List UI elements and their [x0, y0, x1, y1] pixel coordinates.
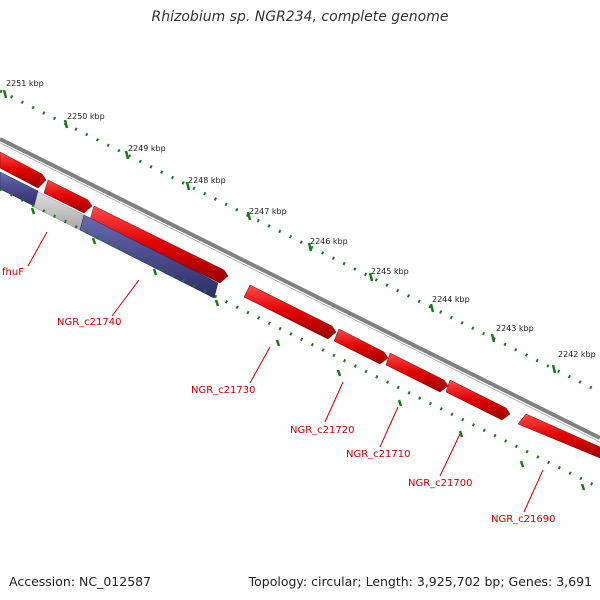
gene-arrow-red: [385, 352, 449, 393]
minor-tick-dots: [0, 89, 600, 394]
map-title: Rhizobium sp. NGR234, complete genome: [151, 9, 449, 25]
kbp-tick-label: 2249 kbp: [128, 144, 166, 153]
gene-label: NGR_c21690: [491, 514, 556, 525]
accession-text: Accession: NC_012587: [9, 574, 152, 589]
genome-summary-text: Topology: circular; Length: 3,925,702 bp…: [248, 574, 592, 589]
gene-arrow-red: [243, 284, 337, 340]
gene-label: fhuF: [2, 267, 24, 278]
outer-tick-ring: 2251 kbp 2250 kbp 2249 kbp 2248 kbp 2247…: [0, 79, 600, 394]
gene-label: NGR_c21730: [191, 385, 256, 396]
gene-arrow-red: [43, 179, 93, 214]
gene-label: NGR_c21740: [57, 317, 122, 328]
gene-label: NGR_c21710: [346, 449, 411, 460]
label-leaders: [27, 231, 544, 513]
gene-arrow-red: [445, 379, 511, 421]
kbp-tick-label: 2251 kbp: [6, 79, 44, 88]
forward-genes-lower: [243, 284, 600, 459]
inner-minor-dots: [0, 187, 600, 490]
gene-arrow-red: [0, 151, 47, 189]
gene-arrow-blue: [79, 214, 219, 299]
kbp-tick-label: 2245 kbp: [371, 267, 409, 276]
kbp-tick-label: 2243 kbp: [496, 324, 534, 333]
kbp-tick-label: 2248 kbp: [188, 176, 226, 185]
major-ticks: [2, 89, 557, 374]
inner-major-ticks: [30, 207, 586, 491]
kbp-tick-label: 2244 kbp: [432, 295, 470, 304]
genome-backbone: [0, 137, 600, 443]
kbp-tick-label: 2246 kbp: [310, 237, 348, 246]
kbp-tick-label: 2250 kbp: [67, 112, 105, 121]
gene-arrow-red: [333, 328, 389, 365]
gene-arrow-red: [89, 205, 229, 284]
forward-genes-top: [0, 151, 229, 284]
reverse-genes: [0, 171, 219, 299]
kbp-tick-label: 2247 kbp: [249, 207, 287, 216]
gene-label: NGR_c21720: [290, 425, 355, 436]
gene-arrow-blue: [0, 171, 39, 207]
gene-label: NGR_c21700: [408, 478, 473, 489]
inner-tick-ring: [0, 187, 600, 491]
kbp-tick-label: 2242 kbp: [558, 350, 596, 359]
gene-arrow-red: [517, 413, 600, 459]
